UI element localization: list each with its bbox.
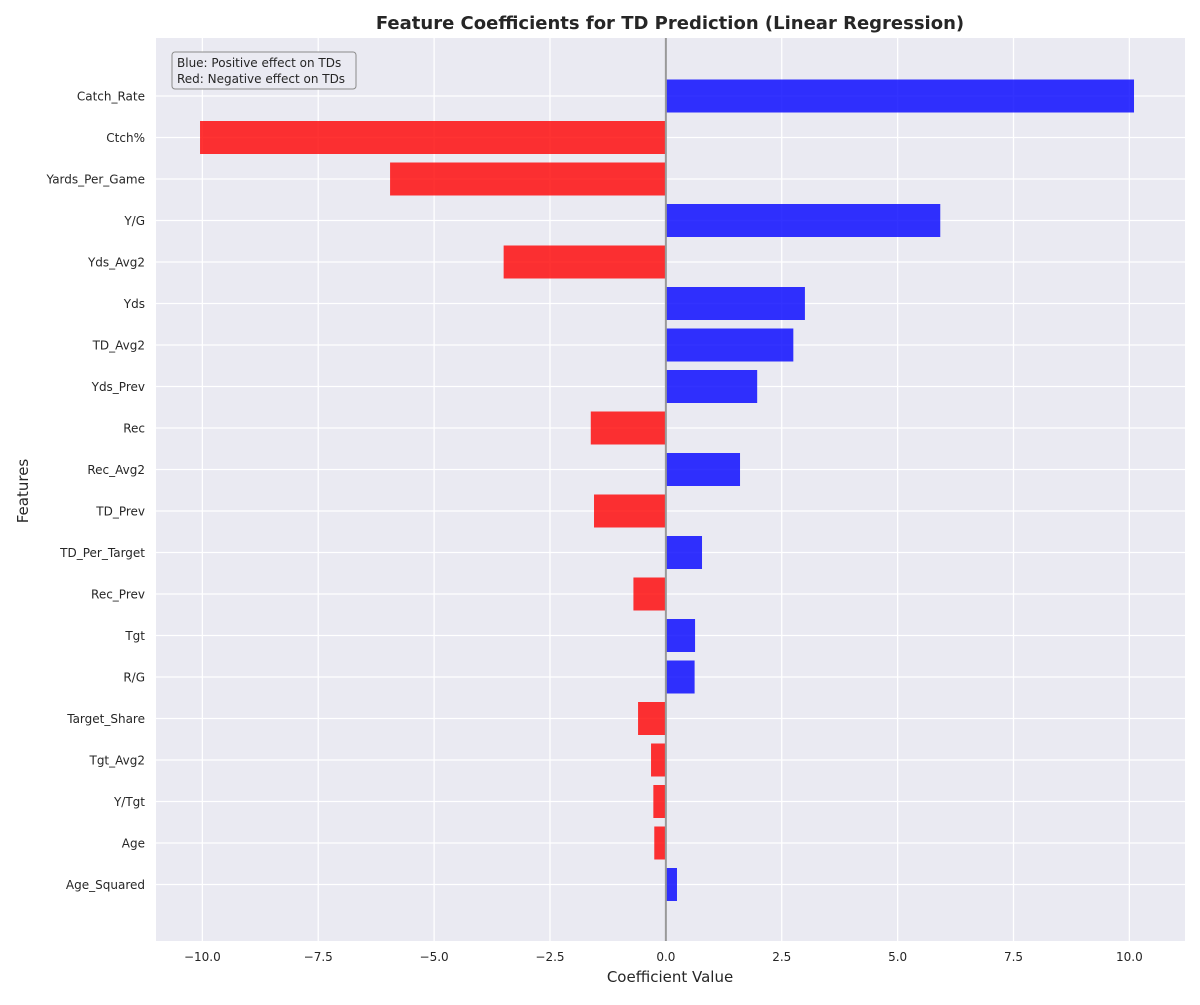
bar-age-squared: [665, 868, 677, 901]
x-axis-label: Coefficient Value: [607, 968, 733, 986]
bars: [200, 79, 1135, 901]
y-tick-label: Rec_Prev: [91, 588, 145, 602]
chart-title: Feature Coefficients for TD Prediction (…: [376, 13, 964, 34]
y-tick-label: Yds_Prev: [91, 380, 145, 394]
y-tick-label: Rec: [123, 422, 145, 436]
x-tick-label: 5.0: [888, 950, 907, 964]
x-tick-label: 0.0: [656, 950, 675, 964]
bar-tgt: [665, 619, 696, 652]
y-tick-label: Y/Tgt: [113, 795, 145, 809]
bar-y-tgt: [653, 785, 666, 818]
x-tick-label: −7.5: [304, 950, 333, 964]
y-tick-label: Yards_Per_Game: [46, 173, 145, 187]
legend-box: [171, 51, 357, 90]
y-tick-label: Age: [122, 837, 145, 851]
bar-yards-per-game: [390, 162, 666, 196]
bar-rec-prev: [633, 577, 666, 611]
y-tick-label: Tgt: [124, 629, 145, 643]
y-tick-label: Ctch%: [106, 131, 145, 145]
legend: Blue: Positive effect on TDs Red: Negati…: [171, 51, 357, 90]
bar-age: [654, 826, 666, 860]
y-tick-label: Target_Share: [66, 712, 145, 726]
y-tick-labels: Catch_Rate Ctch% Yards_Per_Game Y/G Yds_Avg2…: [46, 90, 146, 893]
bar-rec: [590, 411, 666, 445]
bar-yds: [665, 287, 805, 320]
y-tick-label: R/G: [123, 671, 145, 685]
y-axis-label: Features: [14, 459, 32, 524]
bar-target-share: [638, 702, 666, 735]
bar-ctch-: [200, 121, 666, 154]
x-tick-label: −5.0: [420, 950, 449, 964]
bar-yds-prev: [665, 370, 758, 403]
bar-r-g: [665, 660, 695, 694]
y-tick-label: Yds_Avg2: [87, 256, 145, 270]
x-tick-label: 7.5: [1004, 950, 1023, 964]
y-tick-label: Rec_Avg2: [87, 463, 145, 477]
bar-tgt-avg2: [651, 743, 666, 777]
y-tick-label: Y/G: [123, 214, 145, 228]
plot-area: [156, 38, 1185, 941]
bar-td-avg2: [665, 328, 794, 362]
x-tick-label: −10.0: [184, 950, 221, 964]
bar-catch-rate: [665, 79, 1135, 113]
bar-td-prev: [594, 494, 666, 528]
x-tick-label: 2.5: [772, 950, 791, 964]
y-tick-label: TD_Prev: [95, 505, 145, 519]
y-tick-label: Tgt_Avg2: [88, 754, 145, 768]
x-tick-label: −2.5: [535, 950, 564, 964]
y-tick-label: TD_Avg2: [92, 339, 145, 353]
legend-positive-text: Blue: Positive effect on TDs: [177, 56, 341, 70]
bar-y-g: [665, 204, 941, 237]
y-tick-label: Yds: [123, 297, 145, 311]
bar-yds-avg2: [503, 245, 666, 279]
y-tick-label: Age_Squared: [66, 878, 145, 892]
y-tick-label: Catch_Rate: [77, 90, 145, 104]
bar-rec-avg2: [665, 453, 741, 486]
x-tick-labels: −10.0 −7.5 −5.0 −2.5 0.0 2.5 5.0 7.5 10.0: [184, 950, 1143, 964]
y-tick-label: TD_Per_Target: [59, 546, 145, 560]
bar-td-per-target: [665, 536, 703, 569]
x-tick-label: 10.0: [1116, 950, 1143, 964]
legend-negative-text: Red: Negative effect on TDs: [177, 72, 345, 86]
